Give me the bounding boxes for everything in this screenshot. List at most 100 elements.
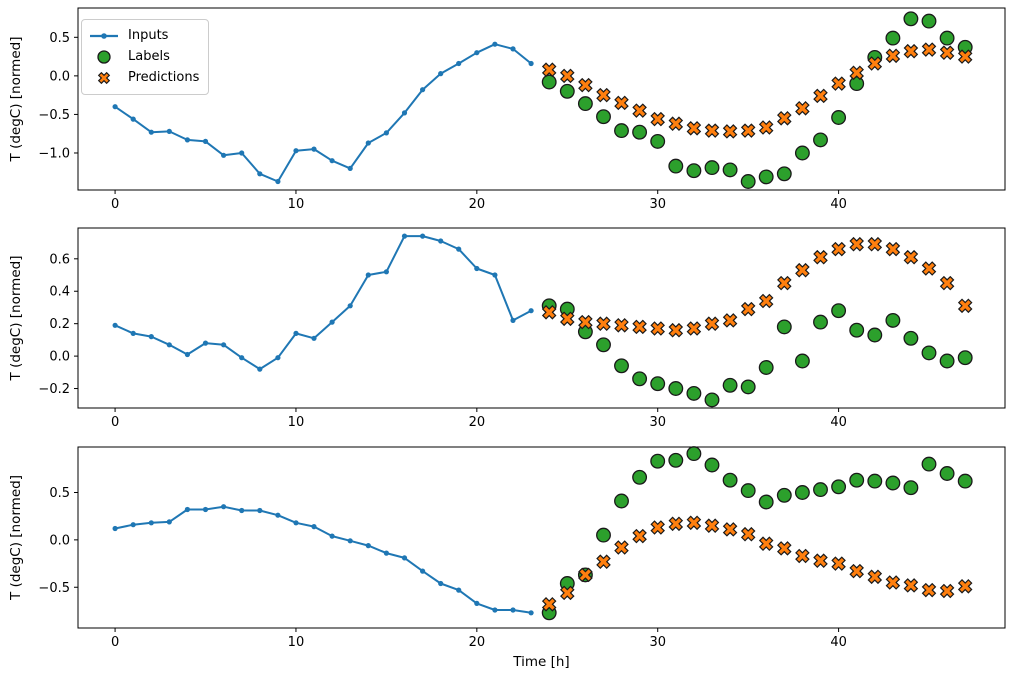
inputs-marker — [420, 568, 426, 574]
predictions-marker — [614, 540, 629, 555]
predictions-marker — [795, 262, 810, 278]
inputs-marker — [420, 87, 426, 93]
predictions-marker — [722, 124, 738, 139]
inputs-marker — [184, 506, 190, 513]
inputs-marker — [130, 330, 136, 336]
predictions-marker — [740, 123, 756, 138]
inputs-marker — [474, 50, 480, 56]
predictions-marker — [596, 87, 611, 103]
predictions-marker — [921, 42, 937, 57]
x-tick-label: 20 — [469, 197, 486, 212]
labels-marker — [903, 11, 919, 27]
predictions-marker — [903, 249, 919, 265]
x-tick-label: 30 — [649, 635, 666, 650]
predictions-marker — [560, 68, 575, 84]
y-tick-label: 0.2 — [49, 317, 70, 332]
inputs-marker — [528, 60, 534, 67]
predictions-marker — [578, 567, 593, 583]
predictions-marker — [903, 43, 919, 59]
predictions-marker — [614, 318, 629, 333]
inputs-marker — [202, 340, 209, 346]
y-tick-label: −0.5 — [38, 581, 70, 596]
x-tick-label: 0 — [111, 415, 119, 430]
labels-marker — [813, 482, 828, 498]
legend: Inputs Labels Predictions — [81, 19, 209, 95]
inputs-marker — [221, 504, 227, 510]
inputs-marker — [383, 550, 389, 556]
predictions-marker — [596, 316, 611, 331]
labels-marker — [813, 314, 828, 330]
predictions-marker — [813, 249, 828, 265]
labels-marker — [596, 337, 611, 353]
x-tick-label: 10 — [288, 197, 305, 212]
labels-marker — [740, 483, 756, 499]
labels-marker — [740, 379, 756, 395]
predictions-marker — [758, 536, 774, 551]
predictions-marker — [957, 298, 973, 314]
legend-item-labels: Labels — [88, 46, 200, 67]
predictions-marker — [849, 236, 864, 252]
predictions-marker — [831, 241, 846, 257]
predictions-marker — [903, 578, 919, 593]
inputs-marker — [401, 110, 408, 116]
predictions-marker — [686, 321, 702, 336]
predictions-marker — [939, 275, 955, 291]
inputs-marker — [401, 555, 408, 561]
predictions-marker — [668, 516, 684, 532]
labels-marker — [921, 345, 937, 361]
y-tick-label: 0.5 — [49, 486, 70, 501]
inputs-marker — [329, 319, 335, 325]
x-tick-label: 40 — [830, 197, 847, 212]
predictions-marker — [686, 121, 702, 136]
predictions-marker — [704, 518, 720, 533]
x-axis-label: Time [h] — [512, 654, 569, 670]
predictions-marker — [614, 95, 629, 111]
inputs-marker — [438, 238, 444, 244]
inputs-marker — [311, 335, 317, 341]
labels-marker — [903, 480, 919, 496]
inputs-marker — [239, 507, 245, 514]
legend-item-inputs: Inputs — [88, 25, 200, 46]
inputs-marker — [383, 130, 389, 136]
inputs-marker — [293, 520, 299, 526]
inputs-marker — [456, 587, 462, 593]
subplot-2: 0 10 20 30 40 0.6 0.4 0.2 0.0 −0.2 T (degC) [norme… — [8, 227, 1006, 430]
y-tick-label: 0.4 — [49, 285, 70, 300]
labels-marker — [668, 452, 684, 468]
predictions-marker — [831, 76, 846, 91]
legend-label-labels: Labels — [128, 49, 170, 64]
labels-marker — [632, 371, 648, 387]
inputs-marker — [492, 41, 498, 47]
inputs-marker — [184, 137, 190, 143]
labels-marker — [668, 381, 684, 396]
labels-marker — [704, 160, 720, 176]
labels-marker — [596, 527, 611, 543]
labels-marker — [813, 132, 828, 148]
predictions-marker — [867, 569, 883, 585]
inputs-marker — [239, 355, 245, 361]
y-tick-label: −1.0 — [38, 146, 70, 161]
predictions-marker — [758, 293, 774, 309]
predictions-marker — [795, 101, 810, 116]
labels-marker — [794, 145, 810, 161]
inputs-marker — [456, 60, 462, 67]
predictions-marker — [777, 275, 792, 291]
inputs-marker — [130, 116, 136, 122]
labels-marker — [957, 350, 973, 366]
inputs-marker — [275, 355, 281, 361]
y-tick-label: 0.0 — [49, 69, 70, 84]
predictions-marker — [831, 556, 846, 571]
inputs-line — [114, 505, 532, 614]
inputs-marker — [293, 330, 299, 336]
predictions-marker — [704, 123, 720, 138]
y-tick-label: −0.5 — [38, 108, 70, 123]
predictions-marker — [867, 56, 883, 71]
predictions-marker — [560, 585, 575, 601]
predictions-marker — [740, 301, 756, 317]
labels-marker — [668, 158, 684, 174]
predictions-marker — [541, 597, 557, 612]
inputs-marker — [184, 351, 190, 358]
labels-marker — [794, 353, 810, 369]
predictions-marker — [921, 261, 937, 276]
labels-marker — [849, 322, 865, 338]
